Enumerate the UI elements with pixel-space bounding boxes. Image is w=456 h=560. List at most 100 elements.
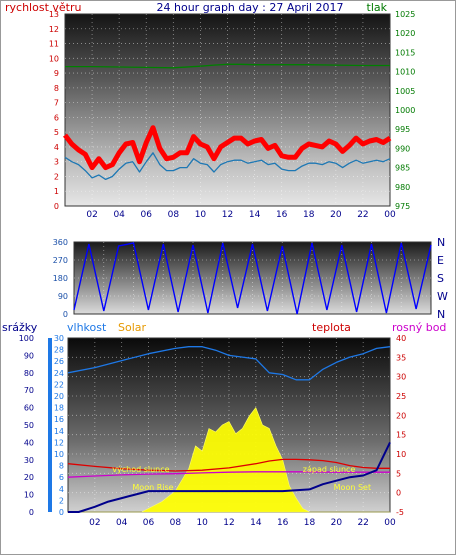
humidity-axis-label: vlhkost [67, 321, 107, 334]
direction-tick-label: 90 [58, 292, 68, 301]
wind-tick-label: 10 [49, 54, 59, 63]
humidity-tick-label: 0 [59, 508, 64, 517]
humidity-tick-label: 18 [54, 404, 64, 413]
compass-label: N [437, 308, 445, 321]
rain-tick-label: 0 [29, 508, 34, 517]
time-tick-labels-bottom: 02 04 06 08 10 12 14 16 18 20 22 00 [89, 518, 396, 528]
x-tick-label: 16 [276, 210, 288, 220]
moonrise-label: Moon Rise [132, 483, 173, 492]
climate-grid [68, 338, 390, 512]
wind-tick-label: 13 [49, 10, 59, 19]
wind-tick-label: 3 [54, 158, 59, 167]
x-tick-label: 04 [116, 518, 128, 528]
series-pressure [65, 63, 390, 69]
humidity-tick-label: 2 [59, 496, 64, 505]
sunset-label: západ slunce [303, 465, 356, 474]
x-tick-label: 18 [303, 210, 315, 220]
humidity-tick-label: 20 [54, 392, 64, 401]
series-temperature [67, 458, 390, 472]
temperature-tick-label: 20 [396, 411, 406, 420]
series-humidity [67, 346, 391, 381]
pressure-tick-label: 1025 [395, 10, 415, 19]
series-solar [68, 406, 390, 513]
x-tick-label: 22 [357, 518, 368, 528]
wind-axis-label: rychlost větru [5, 1, 81, 14]
temperature-tick-label: 25 [396, 392, 406, 401]
temperature-tick-label: 0 [396, 489, 401, 498]
humidity-tick-label: 14 [54, 427, 64, 436]
x-tick-label: 12 [223, 518, 234, 528]
wind-pressure-grid [65, 14, 390, 206]
x-tick-label: 14 [250, 518, 262, 528]
humidity-tick-label: 8 [59, 462, 64, 471]
rain-tick-label: 90 [24, 351, 34, 360]
wind-tick-label: 4 [54, 143, 59, 152]
pressure-tick-label: 990 [395, 144, 410, 153]
wind-tick-label: 8 [54, 84, 59, 93]
series-wind-speed [64, 152, 391, 181]
wind-tick-label: 9 [54, 69, 59, 78]
humidity-tick-label: 6 [59, 473, 64, 482]
pressure-tick-label: 975 [395, 202, 410, 211]
temperature-tick-label: 15 [396, 431, 406, 440]
chart-title: 24 hour graph day : 27 April 2017 [157, 1, 344, 14]
x-tick-label: 02 [86, 210, 97, 220]
wind-tick-label: 6 [54, 113, 59, 122]
direction-tick-label: 270 [53, 256, 68, 265]
x-tick-label: 10 [196, 518, 208, 528]
x-tick-label: 08 [168, 210, 180, 220]
sunrise-label: východ slunce [112, 465, 169, 474]
humidity-tick-label: 26 [54, 357, 64, 366]
temperature-tick-label: 35 [396, 353, 406, 362]
pressure-tick-labels: 975 980 985 990 995 1000 1005 1010 1015 1020 1025 [395, 10, 415, 211]
x-tick-label: 04 [113, 210, 125, 220]
humidity-tick-label: 24 [54, 369, 64, 378]
pressure-tick-label: 1015 [395, 48, 415, 57]
x-tick-label: 14 [249, 210, 261, 220]
direction-tick-label: 0 [63, 310, 68, 319]
wind-pressure-series [63, 63, 392, 181]
x-tick-label: 00 [384, 210, 396, 220]
pressure-tick-label: 1020 [395, 29, 415, 38]
wind-direction-series [73, 242, 432, 315]
pressure-tick-label: 1010 [395, 68, 415, 77]
rain-tick-label: 100 [19, 334, 34, 343]
x-tick-label: 16 [277, 518, 289, 528]
dewpoint-axis-label: rosný bod [392, 321, 446, 334]
series-rain [68, 441, 391, 513]
direction-tick-label: 360 [53, 238, 68, 247]
humidity-tick-label: 4 [59, 485, 64, 494]
rain-tick-label: 70 [24, 386, 34, 395]
direction-tick-label: 180 [53, 274, 68, 283]
pressure-tick-label: 980 [395, 183, 410, 192]
humidity-tick-label: 12 [54, 438, 64, 447]
rain-tick-label: 50 [24, 421, 34, 430]
temperature-tick-labels: -5 0 5 10 15 20 25 30 35 40 [396, 334, 406, 517]
rain-tick-labels: 0 10 20 30 40 50 60 70 80 90 100 [19, 334, 34, 517]
compass-label: S [437, 272, 444, 285]
pressure-tick-label: 1005 [395, 87, 415, 96]
x-tick-label: 02 [89, 518, 100, 528]
x-tick-label: 06 [141, 210, 153, 220]
pressure-axis-label: tlak [367, 1, 388, 14]
temperature-axis-label: teplota [312, 321, 351, 334]
solar-axis-label: Solar [118, 321, 147, 334]
rain-tick-label: 80 [24, 369, 34, 378]
humidity-tick-label: 16 [54, 415, 64, 424]
rain-tick-label: 40 [24, 438, 34, 447]
temperature-tick-label: 30 [396, 373, 406, 382]
humidity-tick-label: 22 [54, 380, 64, 389]
series-wind-gust [63, 125, 392, 171]
series-wind-direction [73, 242, 432, 315]
pressure-tick-label: 1000 [395, 106, 415, 115]
compass-label: N [437, 236, 445, 249]
rain-tick-label: 20 [24, 473, 34, 482]
wind-tick-label: 2 [54, 172, 59, 181]
wind-direction-tick-labels: 0 90 180 270 360 [53, 238, 68, 319]
sun-moon-annotations: východ slunce západ slunce Moon Rise Moon S… [112, 465, 371, 492]
compass-label: E [437, 254, 444, 267]
